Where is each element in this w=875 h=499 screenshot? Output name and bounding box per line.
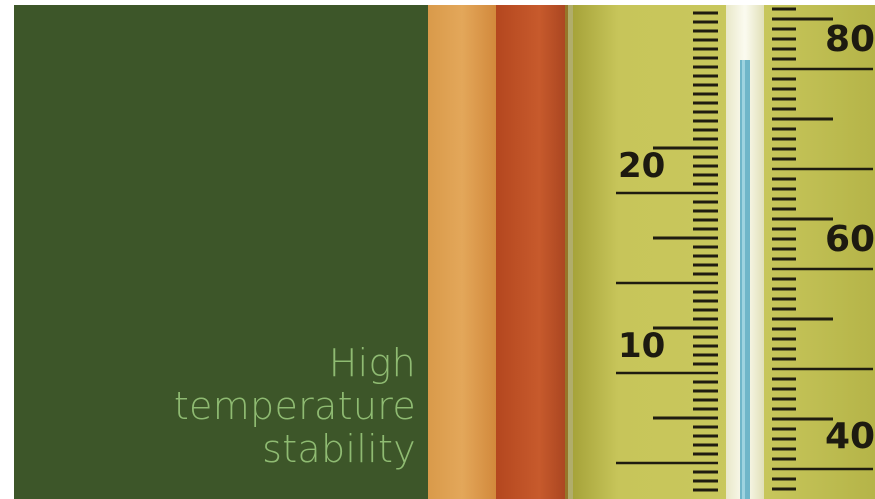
headline-line-1: High [328, 341, 416, 385]
fahrenheit-label-60: 60 [825, 219, 875, 260]
thermometer-illustration: 80 60 40 20 10 [428, 5, 875, 499]
celsius-label-20: 20 [618, 146, 665, 186]
headline-panel: High temperature stability [14, 5, 428, 499]
fahrenheit-label-40: 40 [825, 416, 875, 457]
headline-line-3: stability [262, 427, 416, 471]
thermometer-photo: 80 60 40 20 10 [428, 5, 875, 499]
headline-line-2: temperature [173, 384, 416, 428]
slide: High temperature stability [14, 5, 875, 499]
headline: High temperature stability [174, 342, 416, 471]
scale-ticks [616, 7, 873, 492]
fahrenheit-label-80: 80 [825, 19, 875, 60]
celsius-label-10: 10 [618, 326, 665, 366]
